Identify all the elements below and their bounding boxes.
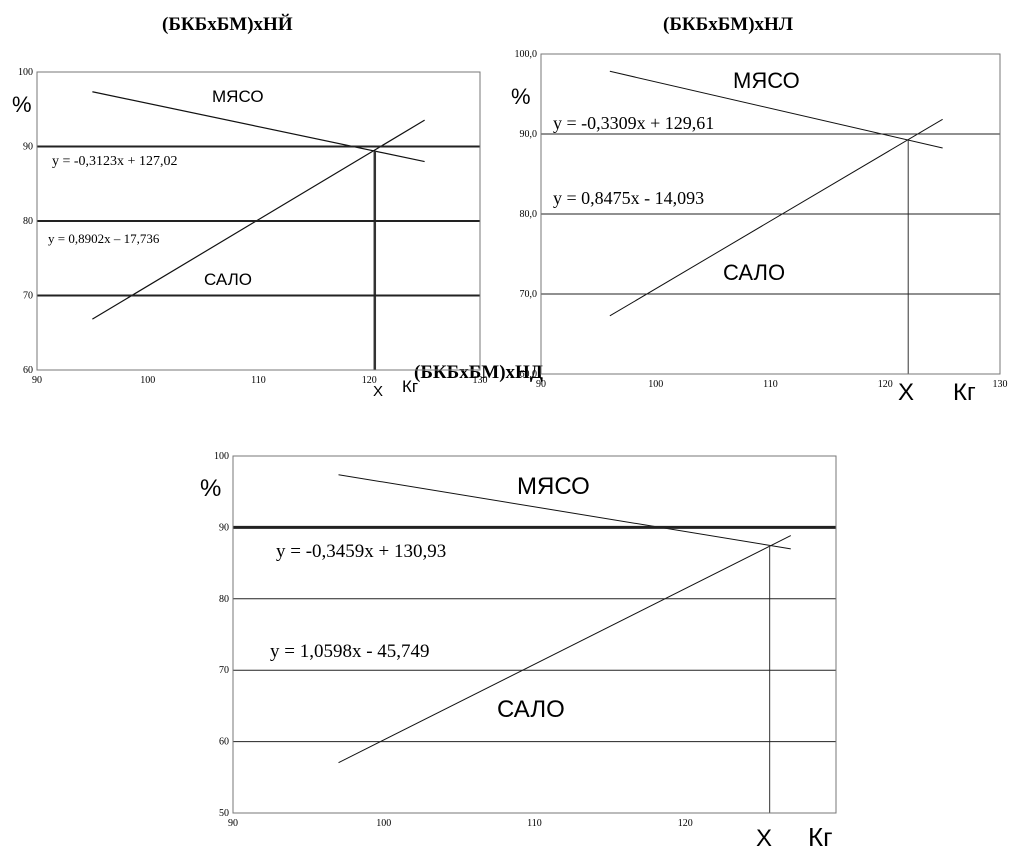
x-tick-label: 130 — [993, 379, 1008, 390]
series-label-meat: МЯСО — [517, 473, 590, 500]
chart-title: (БКБхБМ)хНД — [414, 362, 543, 383]
y-tick-label: 70 — [219, 665, 229, 676]
plot-frame — [540, 53, 1001, 375]
x-tick-label: 100 — [648, 379, 663, 390]
y-axis-unit: % — [511, 84, 531, 109]
series-label-fat: САЛО — [497, 696, 565, 723]
x-axis-unit: Кг — [808, 822, 833, 847]
y-tick-label: 50 — [219, 808, 229, 819]
y-tick-label: 100,0 — [515, 49, 538, 60]
y-tick-label: 80,0 — [520, 209, 538, 220]
x-tick-label: 110 — [527, 818, 542, 829]
x-axis-unit: Кг — [953, 379, 976, 406]
plot-frame — [36, 71, 481, 371]
x-tick-label: 100 — [376, 818, 391, 829]
series-line-fat — [92, 119, 425, 320]
x-tick-label: 110 — [251, 375, 266, 386]
x-tick-label: 120 — [362, 375, 377, 386]
plot-frame — [232, 455, 837, 814]
equation-fat: y = 0,8475x - 14,093 — [553, 188, 704, 208]
x-tick-label: 110 — [763, 379, 778, 390]
equation-meat: y = -0,3309x + 129,61 — [553, 113, 714, 133]
equation-fat: y = 0,8902x – 17,736 — [48, 231, 160, 246]
x-marker-label: X — [373, 383, 383, 400]
y-tick-label: 80 — [23, 216, 33, 227]
y-tick-label: 60 — [23, 365, 33, 376]
y-axis-unit: % — [200, 475, 221, 502]
x-marker-label: X — [898, 379, 914, 406]
x-tick-label: 100 — [140, 375, 155, 386]
series-label-fat: САЛО — [723, 260, 785, 285]
chart-title: (БКБхБМ)хНЛ — [663, 14, 793, 35]
series-label-meat: МЯСО — [733, 68, 800, 93]
series-line-fat — [338, 535, 791, 764]
equation-fat: y = 1,0598x - 45,749 — [270, 641, 430, 662]
y-tick-label: 70,0 — [520, 289, 538, 300]
y-tick-label: 90 — [219, 522, 229, 533]
y-tick-label: 60 — [219, 737, 229, 748]
y-tick-label: 70 — [23, 291, 33, 302]
y-tick-label: 80 — [219, 594, 229, 605]
series-label-meat: МЯСО — [212, 87, 264, 106]
x-tick-label: 130 — [473, 375, 488, 386]
equation-meat: y = -0,3459x + 130,93 — [276, 541, 446, 562]
y-tick-label: 90 — [23, 142, 33, 153]
y-tick-label: 90,0 — [520, 129, 538, 140]
y-tick-label: 60,0 — [520, 369, 538, 380]
series-line-meat — [92, 91, 425, 163]
x-tick-label: 120 — [878, 379, 893, 390]
series-line-meat — [609, 70, 943, 149]
x-tick-label: 90 — [32, 375, 42, 386]
x-tick-label: 90 — [228, 818, 238, 829]
x-marker-label: X — [756, 825, 772, 847]
series-line-meat — [338, 474, 791, 550]
series-line-fat — [609, 118, 943, 317]
y-tick-label: 100 — [18, 67, 33, 78]
x-tick-label: 90 — [536, 379, 546, 390]
x-tick-label: 120 — [678, 818, 693, 829]
x-axis-unit: Кг — [402, 377, 418, 396]
chart-title: (БКБхБМ)хНЙ — [162, 14, 293, 35]
y-tick-label: 100 — [214, 451, 229, 462]
equation-meat: y = -0,3123x + 127,02 — [52, 154, 177, 169]
y-axis-unit: % — [12, 92, 32, 117]
series-label-fat: САЛО — [204, 270, 252, 289]
